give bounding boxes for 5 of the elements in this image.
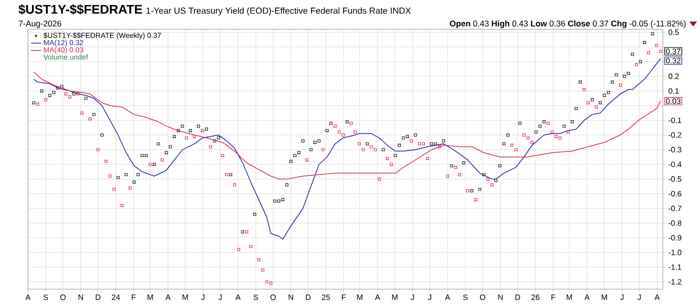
text: 7-Aug-2026 xyxy=(18,20,62,28)
text: Open 0.43 High 0.43 Low 0.36 Close 0.37 Chg -0.05 (-11.82%) xyxy=(450,20,686,28)
chart-subtitle: 1-Year US Treasury Yield (EOD)-Effective Federal Funds Rate INDX xyxy=(146,7,411,16)
line-series xyxy=(33,58,661,240)
chart-title: $UST1Y-$$FEDRATE xyxy=(18,4,142,15)
